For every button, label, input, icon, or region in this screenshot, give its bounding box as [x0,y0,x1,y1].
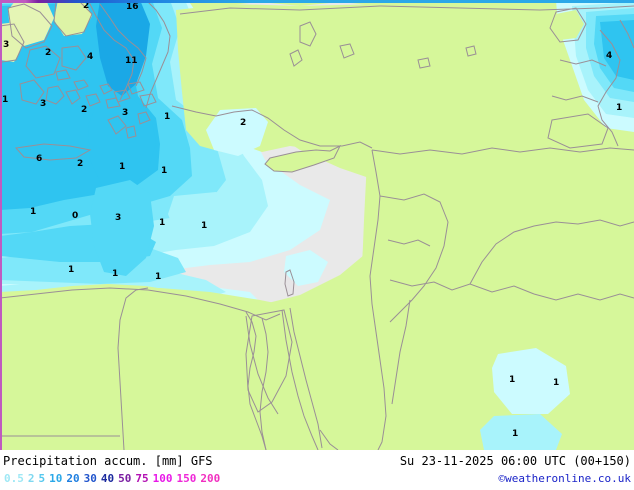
frame-left-strip [0,0,2,450]
legend-scale[interactable]: 0.5 2 5 10 20 30 40 50 75 100 150 200 [4,472,224,485]
contour-label: 1 [68,265,75,275]
contour-label: 3 [122,108,129,118]
map-footer: Precipitation accum. [mm] GFS Su 23-11-2… [0,450,634,490]
contour-label: 1 [112,269,119,279]
contour-label: 16 [126,2,139,12]
contour-label: 3 [40,99,47,109]
legend-step-150[interactable]: 150 [176,472,197,485]
contour-label: 1 [155,272,162,282]
legend-step-2[interactable]: 2 [27,472,35,485]
map-title: Precipitation accum. [mm] GFS [3,454,213,468]
contour-label: 6 [36,154,43,164]
precipitation-map[interactable]: 2 16 3 2 4 11 1 3 2 3 1 6 2 2 1 1 1 0 3 1 1 1 1 1 1 1 1 4 1 [0,0,634,450]
legend-step-5[interactable]: 5 [38,472,46,485]
contour-label: 2 [81,105,88,115]
legend-step-200[interactable]: 200 [200,472,221,485]
legend-step-75[interactable]: 75 [135,472,149,485]
contour-label: 3 [3,40,10,50]
contour-label: 1 [201,221,208,231]
coastline-and-borders [0,0,634,450]
legend-step-10[interactable]: 10 [49,472,63,485]
landmass-layer [0,0,268,156]
contour-label: 1 [164,112,171,122]
precip-pocket-libyan-sea [90,180,154,276]
contour-label: 3 [115,213,122,223]
frame-top-strip [0,0,634,3]
contour-label: 1 [512,429,519,439]
map-canvas [0,0,634,450]
legend-step-20[interactable]: 20 [66,472,80,485]
contour-label: 1 [161,166,168,176]
copyright-credit: ©weatheronline.co.uk [498,472,631,485]
contour-label: 4 [606,51,613,61]
legend-step-40[interactable]: 40 [100,472,115,485]
forecast-datetime: Su 23-11-2025 06:00 UTC (00+150) [399,454,631,468]
contour-label: 1 [616,103,623,113]
cyprus [264,144,342,173]
precip-over-land [480,0,634,450]
contour-label: 1 [30,207,37,217]
contour-label: 1 [2,95,9,105]
contour-label: 2 [45,48,52,58]
contour-label: 2 [77,159,84,169]
contour-label: 11 [125,56,138,66]
contour-label: 2 [240,118,247,128]
contour-label: 4 [87,52,94,62]
contour-label: 1 [553,378,560,388]
legend-step-50[interactable]: 50 [118,472,132,485]
legend-step-30[interactable]: 30 [83,472,97,485]
legend-step-0.5[interactable]: 0.5 [4,472,24,485]
contour-label: 1 [159,218,166,228]
contour-label: 0 [72,211,79,221]
contour-label: 1 [119,162,126,172]
contour-label: 2 [83,1,90,11]
precip-pocket-levant [168,192,250,244]
contour-label: 1 [509,375,516,385]
legend-step-100[interactable]: 100 [152,472,173,485]
